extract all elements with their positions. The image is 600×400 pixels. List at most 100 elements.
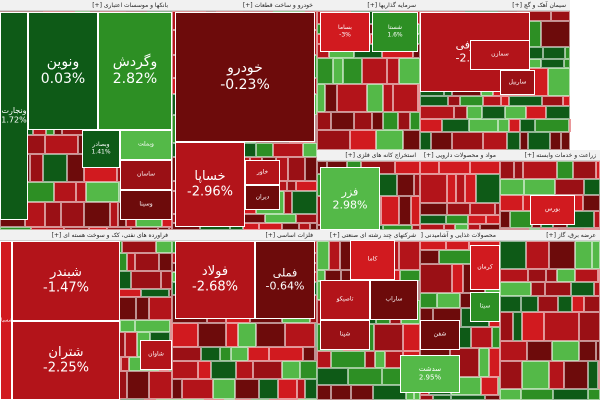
stock-cell[interactable]	[362, 58, 387, 84]
stock-cell[interactable]	[596, 161, 600, 179]
stock-cell[interactable]	[236, 361, 253, 379]
stock-tile-23[interactable]: ساراب	[370, 280, 418, 320]
stock-cell[interactable]	[420, 250, 439, 264]
stock-cell[interactable]	[479, 348, 489, 377]
stock-cell[interactable]	[297, 379, 305, 399]
stock-cell[interactable]	[282, 361, 300, 379]
stock-cell[interactable]	[444, 224, 455, 230]
stock-cell[interactable]	[500, 241, 526, 269]
stock-cell[interactable]	[529, 11, 551, 21]
stock-tile-19[interactable]: خاور	[245, 160, 280, 185]
stock-cell[interactable]	[549, 361, 564, 389]
stock-cell[interactable]	[483, 96, 501, 106]
stock-cell[interactable]	[447, 174, 456, 203]
stock-cell[interactable]	[482, 106, 505, 119]
stock-cell[interactable]	[469, 119, 498, 132]
stock-cell[interactable]	[315, 115, 317, 143]
stock-cell[interactable]	[541, 59, 564, 68]
stock-cell[interactable]	[471, 327, 492, 348]
stock-cell[interactable]	[383, 225, 412, 230]
stock-cell[interactable]	[45, 202, 61, 227]
stock-tile-2[interactable]: ونجارت 1.72%	[0, 12, 28, 220]
stock-cell[interactable]	[348, 368, 382, 385]
stock-cell[interactable]	[583, 195, 600, 211]
stock-cell[interactable]	[437, 293, 460, 308]
stock-cell[interactable]	[374, 324, 403, 351]
stock-cell[interactable]	[510, 211, 532, 228]
stock-cell[interactable]	[543, 47, 565, 59]
stock-cell[interactable]	[317, 351, 331, 368]
stock-cell[interactable]	[498, 377, 500, 395]
stock-cell[interactable]	[235, 379, 259, 399]
stock-cell[interactable]	[481, 377, 498, 395]
stock-cell[interactable]	[549, 241, 575, 269]
stock-cell[interactable]	[486, 215, 500, 224]
stock-cell[interactable]	[551, 11, 570, 21]
stock-cell[interactable]	[508, 228, 529, 230]
stock-cell[interactable]	[383, 84, 393, 112]
stock-cell[interactable]	[501, 96, 509, 106]
stock-cell[interactable]	[420, 224, 444, 230]
stock-tile-27[interactable]: شسپا	[0, 241, 12, 400]
stock-cell[interactable]	[0, 227, 31, 230]
stock-cell[interactable]	[507, 132, 520, 150]
stock-cell[interactable]	[526, 241, 549, 269]
stock-cell[interactable]	[198, 323, 226, 347]
stock-cell[interactable]	[310, 223, 317, 230]
stock-cell[interactable]	[303, 347, 315, 361]
stock-tile-26[interactable]: بورس	[530, 195, 575, 225]
stock-tile-13[interactable]: سدشت 2.95%	[400, 355, 460, 393]
stock-cell[interactable]	[122, 241, 156, 253]
stock-cell[interactable]	[159, 253, 172, 271]
stock-cell[interactable]	[317, 368, 348, 385]
stock-cell[interactable]	[480, 224, 500, 230]
stock-cell[interactable]	[500, 228, 508, 230]
stock-cell[interactable]	[220, 347, 231, 361]
stock-cell[interactable]	[299, 223, 310, 230]
stock-cell[interactable]	[454, 106, 467, 119]
stock-cell[interactable]	[513, 312, 522, 341]
stock-cell[interactable]	[127, 371, 149, 399]
stock-cell[interactable]	[256, 143, 273, 157]
stock-cell[interactable]	[158, 227, 169, 230]
stock-cell[interactable]	[594, 282, 600, 296]
stock-cell[interactable]	[135, 320, 170, 332]
stock-cell[interactable]	[403, 130, 420, 150]
stock-cell[interactable]	[231, 347, 248, 361]
stock-cell[interactable]	[118, 289, 141, 297]
stock-tile-0[interactable]: ونوین 0.03%	[28, 12, 98, 130]
stock-cell[interactable]	[442, 119, 469, 132]
stock-cell[interactable]	[198, 361, 211, 379]
stock-cell[interactable]	[420, 96, 448, 106]
stock-cell[interactable]	[439, 250, 472, 264]
stock-cell[interactable]	[282, 223, 299, 230]
stock-cell[interactable]	[584, 179, 600, 195]
stock-cell[interactable]	[522, 312, 544, 341]
stock-cell[interactable]	[331, 351, 365, 368]
stock-cell[interactable]	[420, 106, 454, 119]
stock-tile-11[interactable]: بساما -3%	[320, 12, 370, 52]
stock-cell[interactable]	[131, 227, 158, 230]
stock-cell[interactable]	[418, 281, 420, 300]
stock-cell[interactable]	[381, 196, 399, 225]
stock-cell[interactable]	[526, 106, 546, 119]
stock-cell[interactable]	[448, 96, 460, 106]
stock-cell[interactable]	[500, 161, 514, 179]
stock-cell[interactable]	[269, 347, 303, 361]
stock-cell[interactable]	[521, 389, 553, 400]
stock-cell[interactable]	[564, 361, 588, 389]
stock-cell[interactable]	[273, 143, 303, 157]
stock-cell[interactable]	[25, 202, 45, 227]
stock-cell[interactable]	[420, 293, 437, 308]
stock-cell[interactable]	[300, 361, 317, 379]
stock-cell[interactable]	[169, 289, 172, 297]
stock-cell[interactable]	[387, 58, 399, 84]
stock-cell[interactable]	[333, 58, 343, 84]
stock-cell[interactable]	[395, 161, 420, 174]
stock-cell[interactable]	[542, 96, 563, 106]
stock-cell[interactable]	[141, 289, 169, 297]
stock-cell[interactable]	[329, 241, 340, 270]
stock-cell[interactable]	[420, 215, 446, 224]
stock-cell[interactable]	[596, 341, 600, 361]
stock-cell[interactable]	[372, 112, 383, 130]
